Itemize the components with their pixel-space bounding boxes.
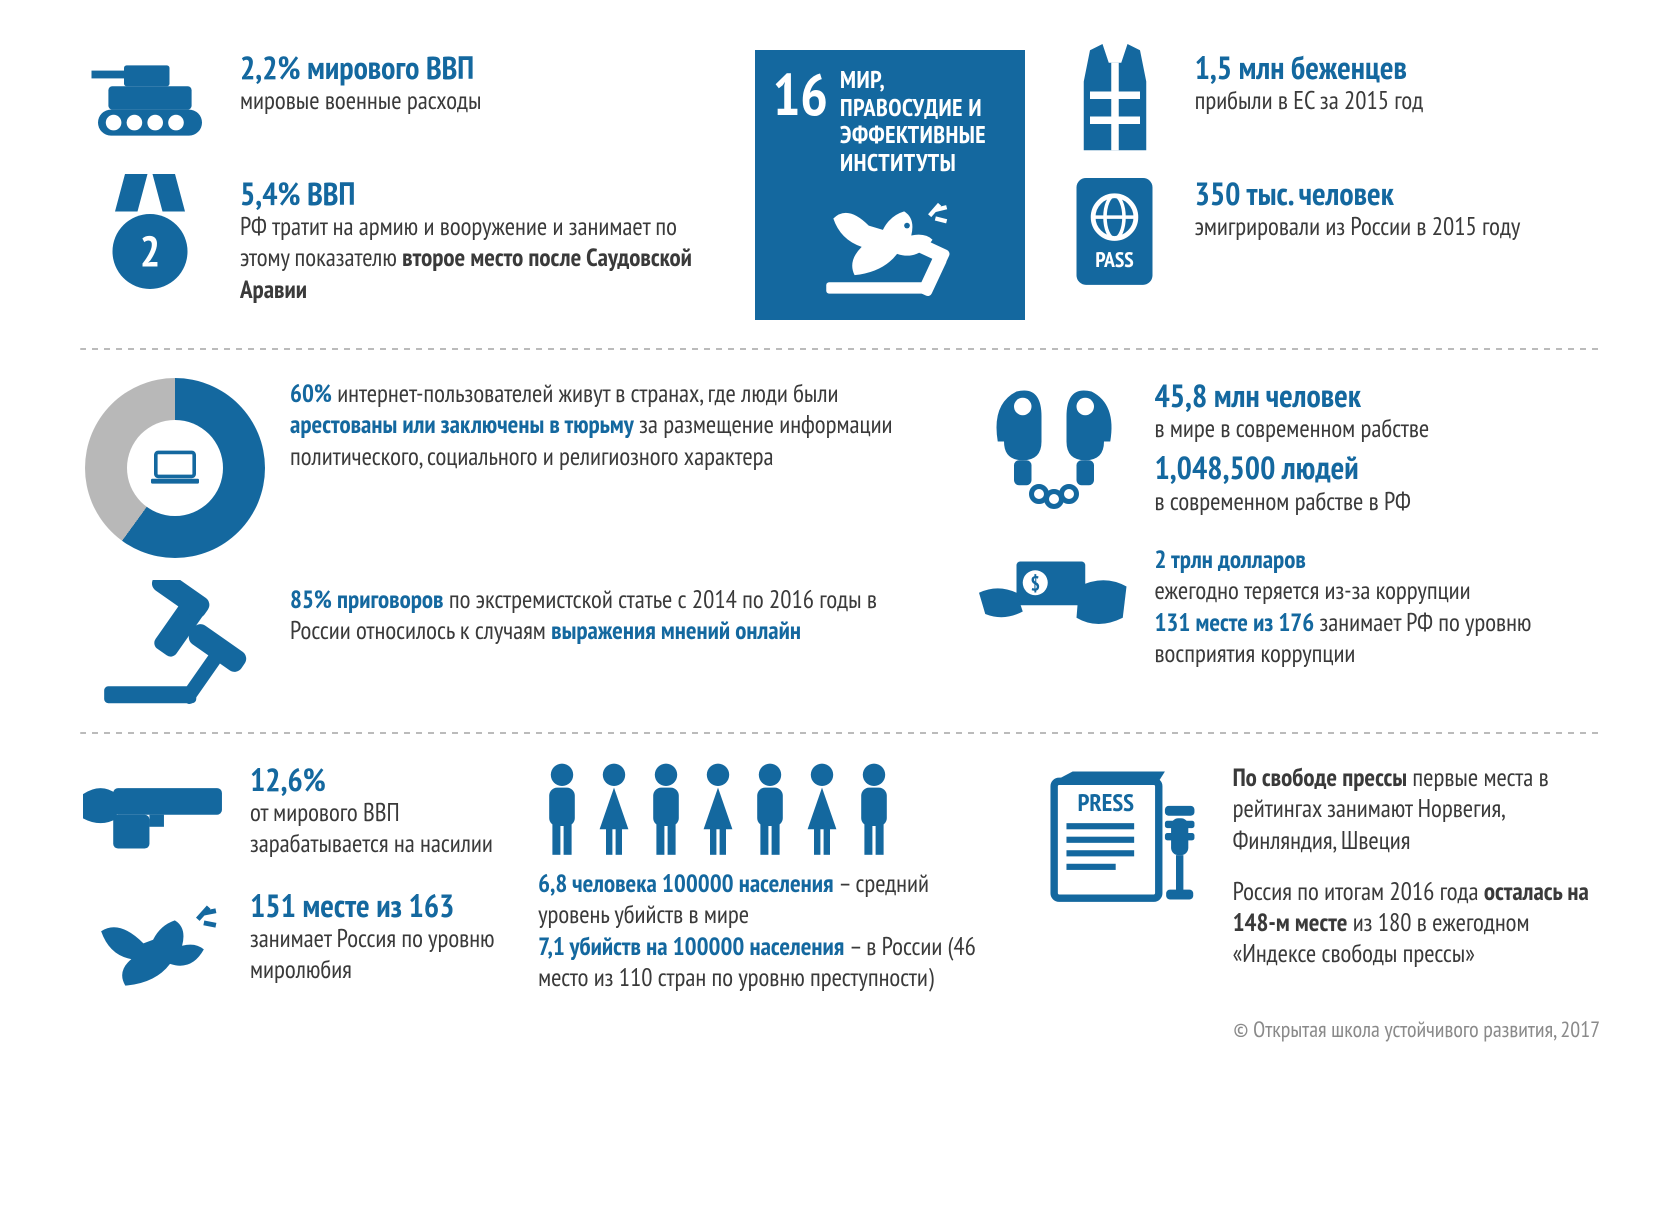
top-right-col: 1,5 млн беженцев прибыли в ЕС за 2015 го… <box>1055 50 1600 286</box>
stat-press-freedom: PRESS По свободе прессы первые места в р… <box>1043 762 1600 970</box>
stat-slavery: 45,8 млн человек в мире в современном ра… <box>974 378 1600 518</box>
svg-text:PRESS: PRESS <box>1077 786 1134 818</box>
stat-verdicts: 85% приговоров по экстремистской статье … <box>80 584 924 704</box>
donut-chart <box>80 378 270 558</box>
dove-gavel-icon <box>773 176 1007 318</box>
stat-rf-military: 2 5,4% ВВП РФ тратит на армию и вооружен… <box>80 176 725 305</box>
svg-text:$: $ <box>1031 570 1041 596</box>
stat-refugees: 1,5 млн беженцев прибыли в ЕС за 2015 го… <box>1055 50 1600 150</box>
gavel-icon <box>80 584 270 704</box>
vest-icon <box>1055 50 1175 150</box>
bribe-icon: $ <box>974 544 1134 654</box>
stat-peace-index: 151 месте из 163 занимает Россия по уров… <box>80 888 498 998</box>
row-top: 2,2% мирового ВВП мировые военные расход… <box>80 50 1600 320</box>
mid-left-col: 60% интернет-пользователей живут в стран… <box>80 378 924 704</box>
pass-value: 350 тыс. человек <box>1195 176 1600 211</box>
stat-corruption: $ 2 трлн долларов ежегодно теряется из-з… <box>974 544 1600 669</box>
bottom-col-2: 6,8 человека 100000 населения – средний … <box>538 762 1003 993</box>
divider-1 <box>80 348 1600 350</box>
stat-internet-users: 60% интернет-пользователей живут в стран… <box>80 378 924 558</box>
tank-icon <box>80 50 220 150</box>
passport-icon: PASS <box>1055 176 1175 286</box>
mid-right-col: 45,8 млн человек в мире в современном ра… <box>974 378 1600 669</box>
divider-2 <box>80 732 1600 734</box>
svg-text:2: 2 <box>140 223 160 278</box>
bottom-col-1: 12,6% от мирового ВВП зарабатывается на … <box>80 762 498 998</box>
gun-icon <box>80 762 230 862</box>
sdg-title: МИР, ПРАВОСУДИЕ И ЭФФЕКТИВНЫЕ ИНСТИТУТЫ <box>840 66 1007 176</box>
slavery-rf-value: 1,048,500 людей <box>1154 450 1600 485</box>
slavery-world-label: в мире в современном рабстве <box>1154 413 1600 444</box>
svg-text:PASS: PASS <box>1095 245 1133 273</box>
handcuffs-icon <box>974 378 1134 518</box>
gun-label: от мирового ВВП зарабатывается на насили… <box>250 797 498 860</box>
homicide-text: 6,8 человека 100000 населения – средний … <box>538 868 1003 993</box>
corruption-text: 2 трлн долларов ежегодно теряется из-за … <box>1154 544 1600 669</box>
dove-icon <box>80 888 230 998</box>
gavel-text: 85% приговоров по экстремистской статье … <box>290 584 924 647</box>
dove-value: 151 месте из 163 <box>250 888 498 923</box>
vest-label: прибыли в ЕС за 2015 год <box>1195 85 1600 116</box>
slavery-world-value: 45,8 млн человек <box>1154 378 1600 413</box>
medal-icon: 2 <box>80 176 220 296</box>
medal-value: 5,4% ВВП <box>240 176 725 211</box>
donut-text: 60% интернет-пользователей живут в стран… <box>290 378 924 472</box>
stat-emigration: PASS 350 тыс. человек эмигрировали из Ро… <box>1055 176 1600 286</box>
slavery-rf-label: в современном рабстве в РФ <box>1154 486 1600 517</box>
vest-value: 1,5 млн беженцев <box>1195 50 1600 85</box>
dove-label: занимает Россия по уровню миролюбия <box>250 923 498 986</box>
stat-violence-gdp: 12,6% от мирового ВВП зарабатывается на … <box>80 762 498 862</box>
footer-credit: © Открытая школа устойчивого развития, 2… <box>80 1016 1600 1044</box>
press-icon: PRESS <box>1043 762 1213 912</box>
tank-label: мировые военные расходы <box>240 85 725 116</box>
medal-label: РФ тратит на армию и вооружение и занима… <box>240 211 725 305</box>
row-bottom: 12,6% от мирового ВВП зарабатывается на … <box>80 762 1600 998</box>
sdg-badge: 16 МИР, ПРАВОСУДИЕ И ЭФФЕКТИВНЫЕ ИНСТИТУ… <box>755 50 1025 320</box>
sdg-number: 16 <box>773 66 828 124</box>
people-icons <box>538 762 1003 858</box>
press-text: По свободе прессы первые места в рейтинг… <box>1233 762 1600 970</box>
tank-value: 2,2% мирового ВВП <box>240 50 725 85</box>
stat-military-spending: 2,2% мирового ВВП мировые военные расход… <box>80 50 725 150</box>
pass-label: эмигрировали из России в 2015 году <box>1195 211 1600 242</box>
gun-value: 12,6% <box>250 762 498 797</box>
row-mid: 60% интернет-пользователей живут в стран… <box>80 378 1600 704</box>
top-left-col: 2,2% мирового ВВП мировые военные расход… <box>80 50 725 305</box>
